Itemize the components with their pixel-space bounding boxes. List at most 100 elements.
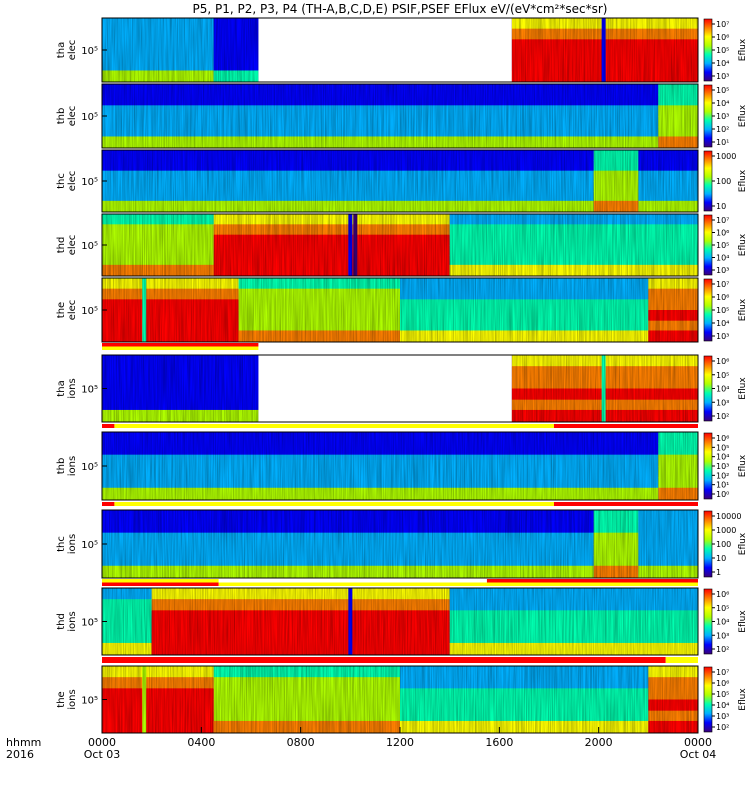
panel-label: theions [56,689,78,709]
panel-label: thbions [56,456,78,476]
data-gap [258,355,512,422]
panel-label: thbelec [56,106,78,127]
colorbar [703,214,713,276]
x-axis-row2-label: 2016 [6,748,34,761]
colorbar-tick-label: 10⁴ [716,99,729,108]
colorbar-tick-label: 10⁴ [716,254,729,263]
panel-thc-ions: thcions 10⁵ 10000 1000 100 10 1 Eflux [56,509,748,579]
colorbar-label: Eflux [738,688,748,711]
colorbar [703,432,713,500]
panel-texture [102,588,698,655]
colorbar-tick-label: 10² [716,125,729,134]
y-tick-label: 10⁵ [81,306,98,317]
panel-label: thaelec [56,40,78,61]
y-tick-label: 10⁵ [81,46,98,57]
colorbar-label: Eflux [738,38,748,61]
colorbar-tick-label: 10⁶ [716,434,729,443]
colorbar-tick-label: 10⁷ [716,20,729,29]
colorbar-tick-label: 10² [716,412,729,421]
colorbar-tick-label: 10⁴ [716,453,729,462]
panel-label: thcelec [56,171,78,192]
colorbar-tick-label: 10⁴ [716,59,729,68]
colorbar-tick-label: 10³ [716,631,729,640]
colorbar-tick-label: 10⁶ [716,679,729,688]
panel-texture [102,278,698,342]
colorbar-tick-label: 10⁴ [716,701,729,710]
colorbar-tick-label: 10² [716,723,729,732]
colorbar-tick-label: 10³ [716,266,729,275]
colorbar-label: Eflux [738,610,748,633]
mode-bar-segment [218,582,698,586]
panel-texture [102,214,698,276]
panel-label: thdions [56,611,78,631]
colorbar-tick-label: 10⁵ [716,86,729,95]
colorbar [703,278,713,342]
colorbar-label: Eflux [738,298,748,321]
colorbar-tick-label: 10⁶ [716,357,729,366]
y-tick-label: 10⁵ [81,462,98,473]
colorbar-tick-label: 10¹ [716,481,729,490]
colorbar [703,84,713,148]
data-gap [258,18,512,82]
colorbar-tick-label: 1000 [716,526,736,535]
x-tick-label: 0800 [287,736,315,749]
colorbar-tick-label: 10³ [716,398,729,407]
mode-bar-segment [102,657,666,663]
y-tick-label: 10⁵ [81,540,98,551]
colorbar-tick-label: 10⁵ [716,604,729,613]
colorbar-tick-label: 10² [716,645,729,654]
panel-label: thdelec [56,235,78,256]
panel-label: thaions [56,378,78,398]
panel-texture [102,84,698,148]
colorbar-tick-label: 100 [716,540,731,549]
x-tick-label: 0000 [684,736,712,749]
x-tick-label: 1200 [386,736,414,749]
y-tick-label: 10⁵ [81,696,98,707]
colorbar [703,150,713,212]
colorbar-tick-label: 10⁵ [716,690,729,699]
y-tick-label: 10⁵ [81,112,98,123]
colorbar-tick-label: 10⁷ [716,216,729,225]
panel-texture [102,666,698,733]
y-tick-label: 10⁵ [81,618,98,629]
mode-bar-segment [102,579,219,583]
colorbar-tick-label: 10² [716,471,729,480]
colorbar-tick-label: 10³ [716,462,729,471]
colorbar-tick-label: 10⁵ [716,443,729,452]
panel-texture [102,432,698,500]
colorbar-tick-label: 10⁴ [716,319,729,328]
colorbar-label: Eflux [738,532,748,555]
mode-bar-segment [102,424,115,428]
colorbar-tick-label: 10⁴ [716,385,729,394]
colorbar-tick-label: 10⁵ [716,241,729,250]
colorbar-tick-label: 10⁰ [716,490,729,499]
mode-bar-segment [102,346,259,350]
colorbar [703,355,713,422]
mode-bar-segment [218,579,487,583]
panel-thc-elec: thcelec 10⁵ 1000 100 10 Eflux [56,149,748,213]
mode-bar-segment [665,657,698,663]
colorbar-tick-label: 10000 [716,512,741,521]
colorbar-label: Eflux [738,233,748,256]
colorbar [703,510,713,578]
panel-texture [102,150,698,212]
panel-label: thcions [56,534,78,554]
mode-bar-segment [486,579,698,583]
chart-title: P5, P1, P2, P3, P4 (TH-A,B,C,D,E) PSIF,P… [193,2,608,16]
colorbar [703,18,713,82]
x-tick-label: 1600 [485,736,513,749]
x-tick-date: Oct 03 [84,748,121,761]
colorbar-tick-label: 10 [716,554,726,563]
colorbar-tick-label: 10⁷ [716,280,729,289]
